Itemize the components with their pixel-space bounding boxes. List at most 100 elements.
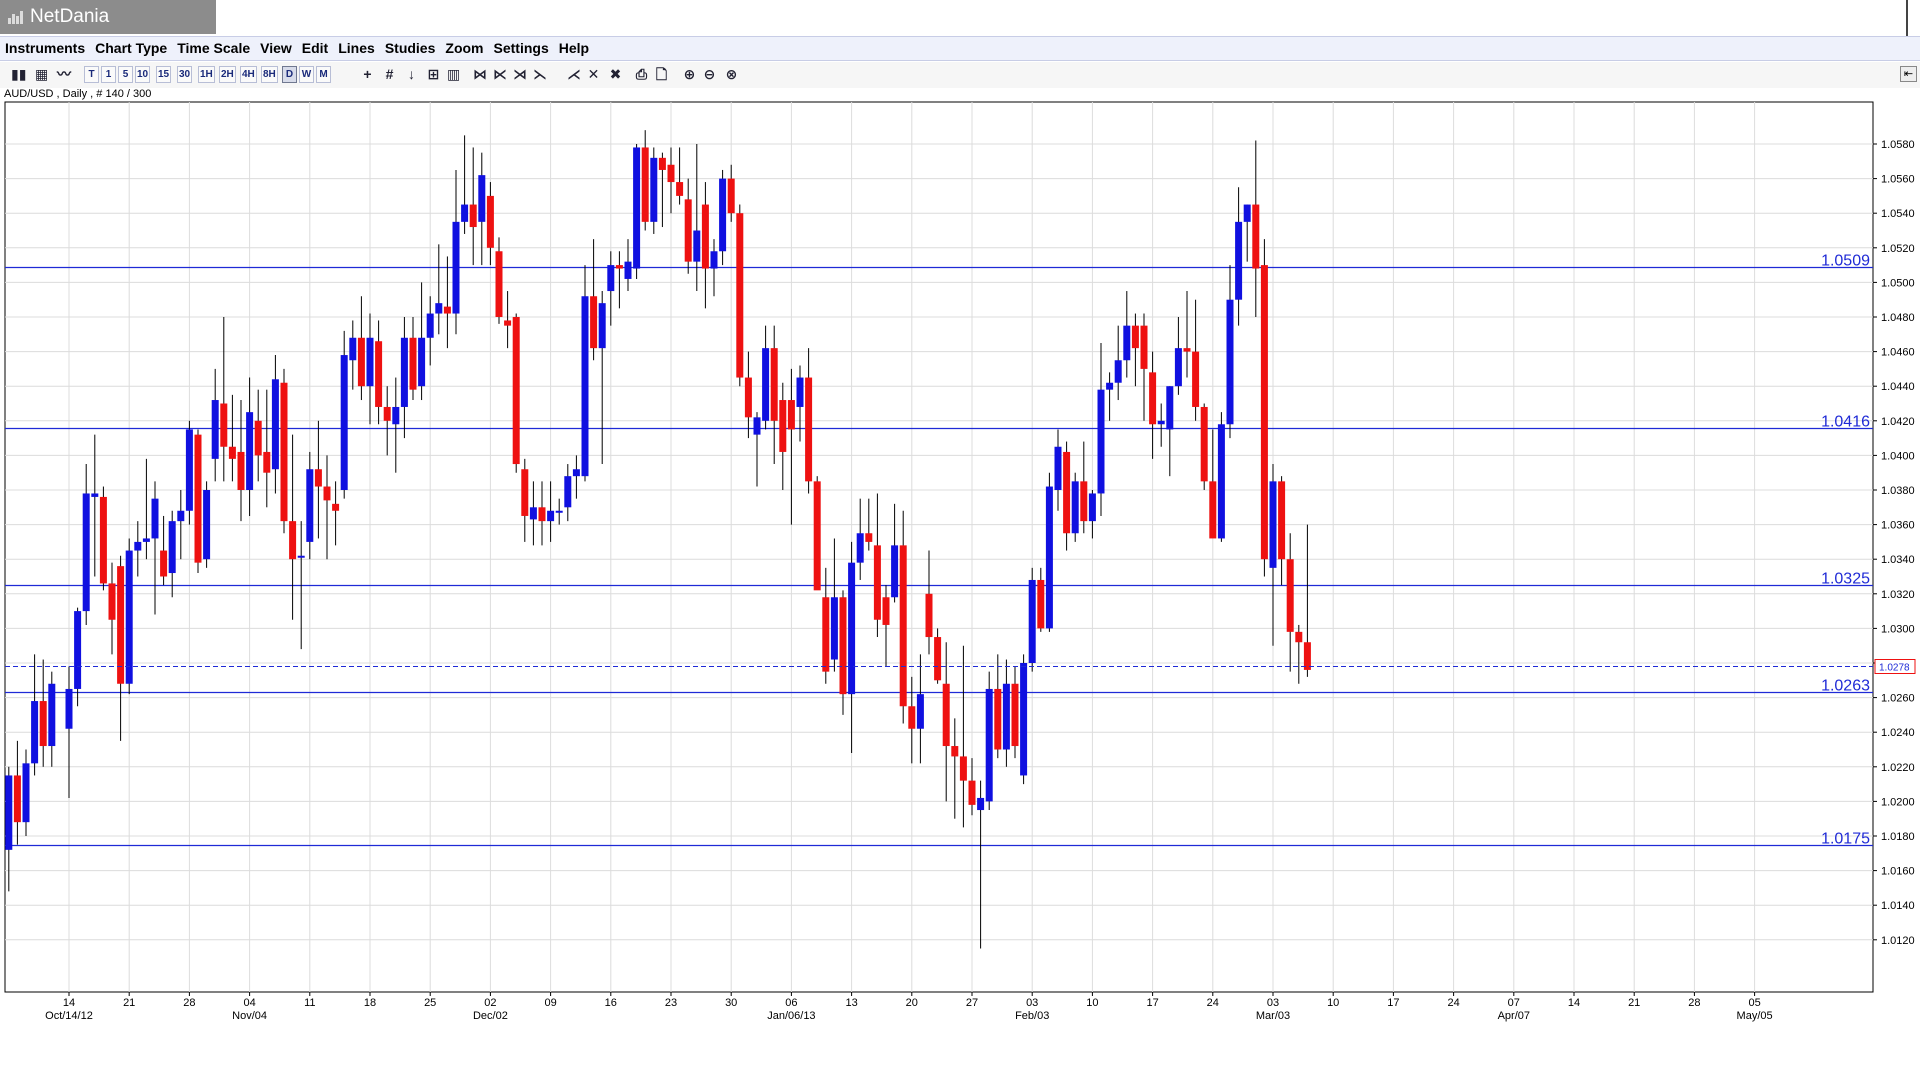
x-tick-label: 28 bbox=[1688, 997, 1700, 1009]
candle bbox=[5, 766, 13, 892]
candle-body-up bbox=[1097, 389, 1105, 494]
chart-type-candle-icon[interactable]: ▮▮ bbox=[11, 66, 27, 82]
timescale-button-1[interactable]: 1 bbox=[101, 66, 116, 83]
candle bbox=[830, 538, 838, 672]
arrow-down-icon[interactable]: ↓ bbox=[408, 66, 415, 82]
volume-icon[interactable]: ▥ bbox=[447, 66, 461, 82]
candle-body-down bbox=[289, 521, 297, 560]
timescale-button-m[interactable]: M bbox=[316, 66, 331, 83]
candle-body-up bbox=[598, 303, 606, 349]
candle bbox=[959, 645, 967, 828]
delete-all-icon[interactable]: ✖ bbox=[609, 66, 622, 82]
candle-body-down bbox=[1200, 406, 1208, 482]
menu-lines[interactable]: Lines bbox=[338, 40, 375, 56]
delete-icon[interactable]: ✕ bbox=[587, 66, 600, 82]
candle bbox=[1071, 472, 1079, 542]
print-preview-icon[interactable]: 🗋 bbox=[655, 66, 668, 82]
y-axis: 1.0580 1.0560 1.0540 1.0520 1.0500 1.0480 1.04… bbox=[1873, 139, 1915, 947]
timescale-button-t[interactable]: T bbox=[84, 66, 99, 83]
timescale-button-d[interactable]: D bbox=[282, 66, 297, 83]
timescale-button-10[interactable]: 10 bbox=[135, 66, 151, 83]
candle bbox=[435, 244, 443, 335]
candle-body-down bbox=[314, 469, 322, 487]
candle-body-down bbox=[263, 451, 271, 473]
trendline-icon[interactable]: ⋈ bbox=[473, 66, 487, 82]
candle-body-down bbox=[160, 550, 168, 577]
menu-chart-type[interactable]: Chart Type bbox=[95, 40, 168, 56]
candle-body-up bbox=[349, 337, 357, 361]
candle bbox=[1174, 317, 1182, 395]
panel-toggle-button[interactable]: ⇤ bbox=[1900, 66, 1917, 82]
candle bbox=[1235, 187, 1243, 326]
timescale-button-2h[interactable]: 2H bbox=[219, 66, 236, 83]
menu-time-scale[interactable]: Time Scale bbox=[177, 40, 251, 56]
candle-body-up bbox=[435, 303, 443, 314]
candle bbox=[48, 671, 56, 767]
candle bbox=[383, 386, 391, 456]
candle bbox=[168, 510, 176, 598]
chart-type-bar-icon[interactable]: ▦ bbox=[35, 66, 49, 82]
gann-icon[interactable]: ⋋ bbox=[533, 66, 547, 82]
timescale-button-15[interactable]: 15 bbox=[156, 66, 172, 83]
crosshair-icon[interactable]: + bbox=[363, 66, 372, 82]
candle bbox=[486, 182, 494, 266]
candle bbox=[478, 152, 486, 266]
candle-body-down bbox=[882, 597, 890, 625]
candle-body-down bbox=[443, 306, 451, 314]
window-resize-handle[interactable] bbox=[1906, 0, 1908, 36]
menu-view[interactable]: View bbox=[260, 40, 292, 56]
candle-body-up bbox=[1028, 579, 1036, 663]
zoom-in-icon[interactable]: ⊕ bbox=[683, 66, 696, 82]
candle bbox=[314, 420, 322, 539]
timescale-button-8h[interactable]: 8H bbox=[261, 66, 278, 83]
y-tick-label: 1.0440 bbox=[1881, 381, 1915, 393]
menu-settings[interactable]: Settings bbox=[493, 40, 549, 56]
menu-zoom[interactable]: Zoom bbox=[445, 40, 484, 56]
print-icon[interactable]: ⎙ bbox=[635, 66, 648, 82]
candle bbox=[418, 282, 426, 401]
y-tick-label: 1.0340 bbox=[1881, 554, 1915, 566]
timescale-button-w[interactable]: W bbox=[299, 66, 314, 83]
candle bbox=[297, 521, 305, 650]
chart-plot-area[interactable] bbox=[4, 101, 1874, 993]
menu-help[interactable]: Help bbox=[558, 40, 590, 56]
candle bbox=[813, 476, 821, 591]
candle-body-up bbox=[142, 538, 150, 542]
candle-body-up bbox=[985, 688, 993, 802]
timescale-button-30[interactable]: 30 bbox=[177, 66, 193, 83]
candle-body-down bbox=[908, 706, 916, 729]
candle bbox=[1226, 265, 1234, 439]
candle-body-down bbox=[117, 566, 125, 684]
candle bbox=[1149, 351, 1157, 459]
chart-type-line-icon[interactable]: 〰 bbox=[57, 66, 71, 82]
y-tick-label: 1.0180 bbox=[1881, 831, 1915, 843]
menu-edit[interactable]: Edit bbox=[301, 40, 329, 56]
timescale-button-5[interactable]: 5 bbox=[118, 66, 133, 83]
text-tool-icon[interactable]: ⋌ bbox=[567, 66, 581, 82]
timescale-button-1h[interactable]: 1H bbox=[198, 66, 215, 83]
candle-body-up bbox=[607, 265, 615, 292]
candle-body-up bbox=[340, 355, 348, 490]
scale-icon[interactable]: ⊞ bbox=[427, 66, 440, 82]
menu-studies[interactable]: Studies bbox=[384, 40, 436, 56]
candle-body-down bbox=[1278, 481, 1286, 560]
candle bbox=[899, 510, 907, 724]
channel-icon[interactable]: ⋉ bbox=[493, 66, 507, 82]
candle bbox=[581, 265, 589, 482]
candle-body-down bbox=[486, 195, 494, 248]
candle-body-up bbox=[74, 611, 82, 689]
timescale-button-4h[interactable]: 4H bbox=[240, 66, 257, 83]
x-tick-label: 17 bbox=[1146, 997, 1158, 1009]
candle-body-down bbox=[237, 451, 245, 490]
candle bbox=[1295, 624, 1303, 684]
zoom-out-icon[interactable]: ⊖ bbox=[703, 66, 716, 82]
candle bbox=[443, 256, 451, 349]
fibonacci-icon[interactable]: ⋊ bbox=[513, 66, 527, 82]
candle-body-up bbox=[762, 348, 770, 421]
grid-icon[interactable]: # bbox=[385, 66, 394, 82]
zoom-reset-icon[interactable]: ⊗ bbox=[725, 66, 738, 82]
menu-instruments[interactable]: Instruments bbox=[5, 40, 86, 56]
candle bbox=[641, 130, 649, 231]
y-tick-label: 1.0540 bbox=[1881, 208, 1915, 220]
